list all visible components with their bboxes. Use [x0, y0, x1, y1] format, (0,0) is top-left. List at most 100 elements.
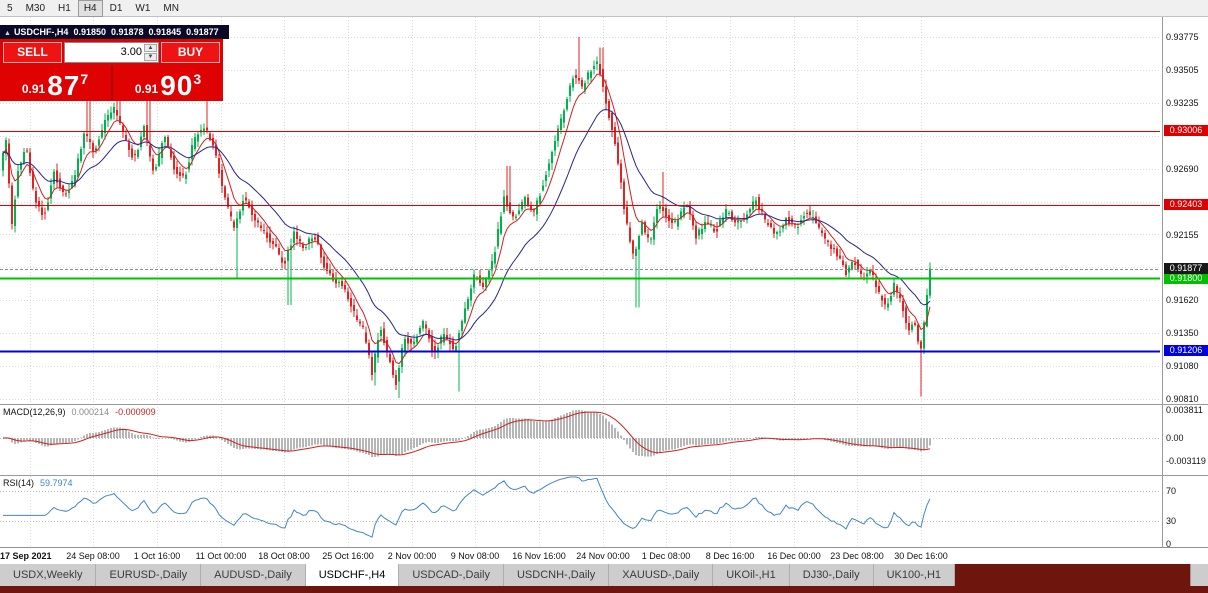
- volume-spinner: ▲ ▼: [144, 44, 157, 61]
- chart-tabs: USDX,Weekly EURUSD-,Daily AUDUSD-,Daily USD…: [0, 564, 956, 586]
- one-click-trading-panel: SELL 3.00 ▲ ▼ BUY 0.91 87 7 0.91 90 3: [0, 39, 223, 101]
- time-axis-label: 17 Sep 2021: [0, 551, 52, 561]
- ohlc-close: 0.91877: [186, 27, 219, 37]
- grid-lines: [0, 17, 1160, 547]
- rsi-axis-tick: 70: [1166, 486, 1177, 496]
- time-axis-label: 18 Oct 08:00: [258, 551, 310, 561]
- y-axis-tick: 0.90810: [1166, 394, 1199, 404]
- macd-main-value: 0.000214: [71, 407, 110, 417]
- y-axis-tick: 0.92155: [1166, 230, 1199, 240]
- y-axis-tick: 0.91350: [1166, 328, 1199, 338]
- time-axis[interactable]: 17 Sep 2021 24 Sep 08:00 1 Oct 16:00 11 Oct…: [0, 547, 1208, 564]
- time-axis-label: 1 Dec 08:00: [641, 551, 691, 561]
- volume-decrease-button[interactable]: ▼: [144, 53, 157, 61]
- collapse-arrow-icon[interactable]: ▲: [4, 30, 11, 37]
- y-axis-tick: 0.92690: [1166, 164, 1199, 174]
- time-axis-label: 8 Dec 16:00: [705, 551, 755, 561]
- time-axis-label: 24 Nov 00:00: [576, 551, 630, 561]
- macd-histogram: [5, 410, 931, 458]
- price-level-badge: 0.91800: [1164, 273, 1208, 284]
- tab-scrollbar[interactable]: [1190, 564, 1208, 586]
- window-bottom-edge: [0, 586, 1208, 593]
- timeframe-button-m30[interactable]: M30: [25, 2, 46, 14]
- buy-button[interactable]: BUY: [161, 42, 220, 63]
- volume-input[interactable]: 3.00 ▲ ▼: [64, 42, 159, 63]
- rsi-value: 59.7974: [40, 478, 73, 488]
- price-level-lines[interactable]: [0, 131, 1160, 353]
- time-axis-label: 1 Oct 16:00: [133, 551, 181, 561]
- time-axis-label: 16 Dec 00:00: [767, 551, 821, 561]
- timeframe-button-w1[interactable]: W1: [135, 2, 151, 14]
- time-axis-label: 9 Nov 08:00: [450, 551, 500, 561]
- chart-tab[interactable]: UKOil-,H1: [713, 564, 790, 586]
- sell-price-prefix: 0.91: [21, 82, 46, 96]
- y-axis-tick: 0.93775: [1166, 32, 1199, 42]
- macd-name: MACD(12,26,9): [3, 407, 66, 417]
- chart-tab[interactable]: UK100-,H1: [874, 564, 956, 586]
- sell-price-pip: 7: [80, 71, 89, 87]
- rsi-name: RSI(14): [3, 478, 35, 488]
- chart-tab[interactable]: DJ30-,Daily: [790, 564, 874, 586]
- price-level-badge: 0.92403: [1164, 199, 1208, 210]
- volume-increase-button[interactable]: ▲: [144, 44, 157, 52]
- chart-tab[interactable]: USDX,Weekly: [0, 564, 97, 586]
- rsi-indicator-label: RSI(14) 59.7974: [3, 478, 73, 488]
- price-divider: [111, 66, 113, 100]
- time-axis-label: 30 Dec 16:00: [894, 551, 948, 561]
- macd-axis-tick: 0.00: [1166, 433, 1184, 443]
- ohlc-open: 0.91850: [73, 27, 106, 37]
- buy-price-display[interactable]: 0.91 90 3: [113, 66, 223, 100]
- rsi-axis-tick: 0: [1166, 539, 1172, 549]
- y-axis-tick: 0.91620: [1166, 295, 1199, 305]
- timeframe-button-h4[interactable]: H4: [77, 0, 103, 17]
- moving-average-line: [2, 108, 931, 341]
- timeframe-button-h1[interactable]: H1: [58, 2, 71, 14]
- time-axis-label: 16 Nov 16:00: [512, 551, 566, 561]
- buy-price-pip: 3: [193, 71, 202, 87]
- macd-axis-tick: -0.003119: [1166, 456, 1206, 466]
- macd-signal-value: -0.000909: [115, 407, 156, 417]
- timeframe-button-mn[interactable]: MN: [163, 2, 179, 14]
- y-axis-tick: 0.91080: [1166, 361, 1199, 371]
- sell-price-display[interactable]: 0.91 87 7: [0, 66, 110, 100]
- macd-axis-tick: 0.003811: [1166, 405, 1203, 415]
- rsi-axis-tick: 30: [1166, 516, 1177, 526]
- y-axis-tick: 0.93235: [1166, 98, 1199, 108]
- time-axis-label: 2 Nov 00:00: [387, 551, 437, 561]
- time-axis-label: 11 Oct 00:00: [195, 551, 247, 561]
- chart-tab[interactable]: USDCNH-,Daily: [504, 564, 610, 586]
- chart-tabs-bar: USDX,Weekly EURUSD-,Daily AUDUSD-,Daily USD…: [0, 564, 1208, 586]
- ohlc-high: 0.91878: [111, 27, 144, 37]
- chart-tab[interactable]: XAUUSD-,Daily: [609, 564, 714, 586]
- chart-tab[interactable]: EURUSD-,Daily: [96, 564, 202, 586]
- pane-separators: [0, 17, 1208, 547]
- y-axis-tick: 0.93505: [1166, 65, 1199, 75]
- price-level-badge: 0.91206: [1164, 345, 1208, 356]
- price-level-badge: 0.93006: [1164, 125, 1208, 136]
- chart-tab[interactable]: USDCHF-,H4: [305, 564, 400, 586]
- time-axis-label: 23 Dec 08:00: [830, 551, 884, 561]
- chart-title-bar: ▲ USDCHF-,H4 0.91850 0.91878 0.91845 0.91877: [0, 25, 229, 39]
- chart-tab[interactable]: AUDUSD-,Daily: [201, 564, 306, 586]
- ohlc-low: 0.91845: [148, 27, 182, 37]
- rsi-line: [3, 476, 931, 538]
- timeframe-button-5[interactable]: 5: [7, 2, 13, 14]
- time-axis-label: 24 Sep 08:00: [66, 551, 120, 561]
- price-chart-canvas[interactable]: [0, 17, 1208, 547]
- timeframe-toolbar: 5 M30 H1 H4 D1 W1 MN: [0, 0, 1208, 17]
- macd-signal-line: [2, 411, 931, 456]
- sell-price-big: 87: [47, 70, 81, 101]
- buy-price-big: 90: [160, 70, 194, 101]
- macd-indicator-label: MACD(12,26,9) 0.000214 -0.000909: [3, 407, 156, 417]
- moving-average-line: [2, 73, 931, 365]
- chart-tab[interactable]: USDCAD-,Daily: [399, 564, 504, 586]
- timeframe-button-d1[interactable]: D1: [109, 2, 123, 14]
- time-axis-label: 25 Oct 16:00: [322, 551, 374, 561]
- current-price-badge: 0.91877: [1164, 263, 1208, 274]
- volume-value[interactable]: 3.00: [120, 46, 142, 58]
- buy-price-prefix: 0.91: [134, 82, 159, 96]
- sell-button[interactable]: SELL: [3, 42, 62, 63]
- chart-title: USDCHF-,H4: [13, 27, 69, 37]
